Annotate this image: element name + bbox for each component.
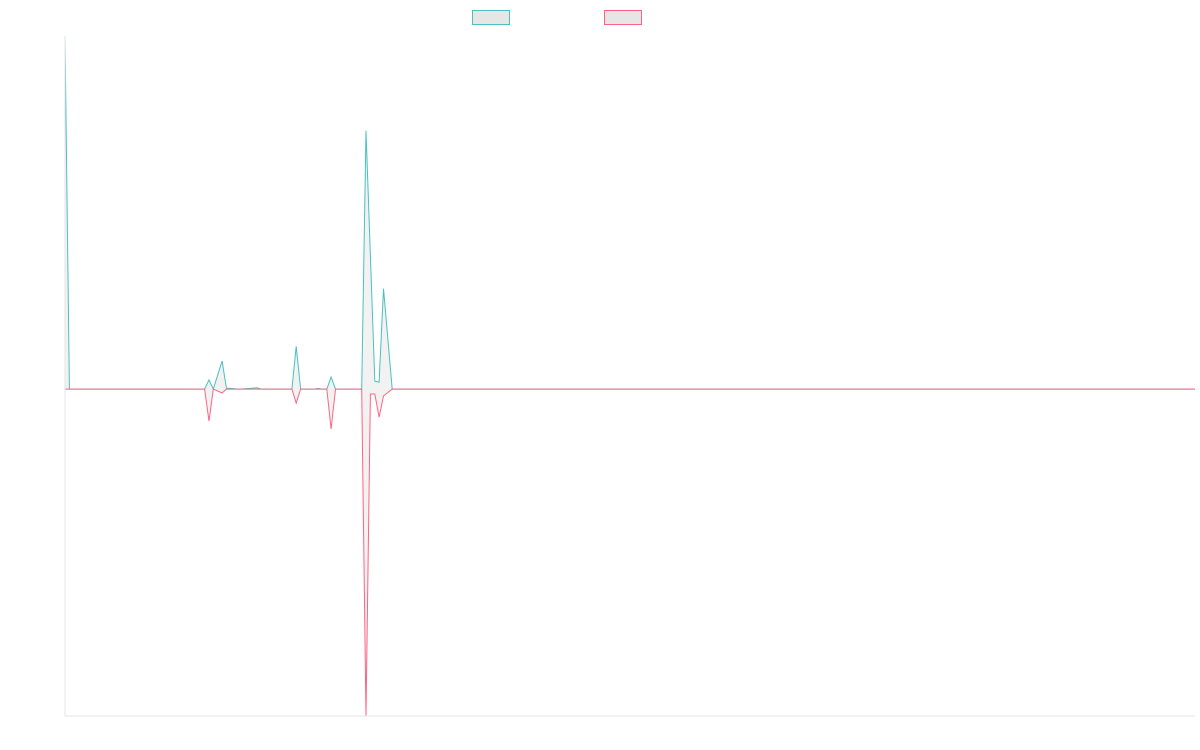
legend-swatch-series-2[interactable] [604,10,642,25]
series-1-line[interactable] [64,35,1195,391]
legend-swatch-series-1[interactable] [472,10,510,25]
plot-area [64,35,1195,717]
series-2-line[interactable] [65,388,1195,717]
series-2-area [65,389,1195,716]
series-1-area [65,36,1195,390]
